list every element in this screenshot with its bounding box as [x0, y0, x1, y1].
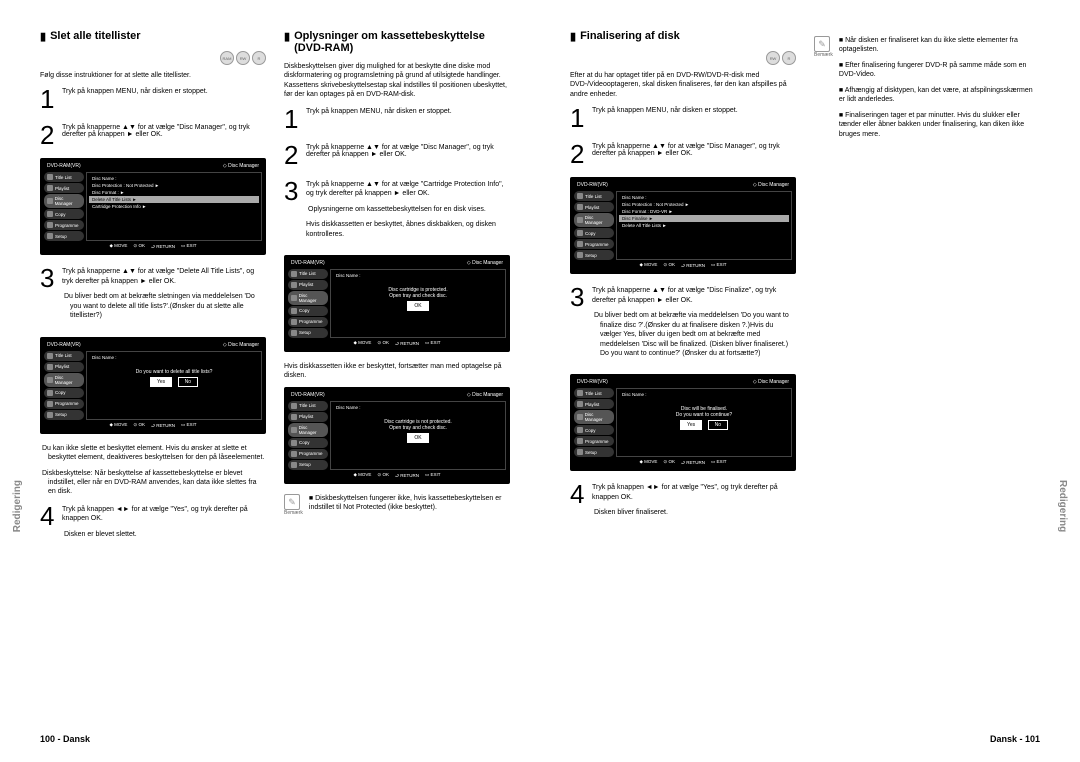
step-num: 3: [570, 284, 592, 364]
disc-icon: R: [782, 51, 796, 65]
tv-screenshot: DVD-RAM(VR)◇ Disc Manager Title List Pla…: [40, 337, 266, 434]
section-finalize: Finalisering af disk RW R Efter at du ha…: [570, 30, 796, 534]
intro: Diskbeskyttelsen giver dig mulighed for …: [284, 62, 510, 100]
bullet: Hvis diskkassetten ikke er beskyttet, fo…: [284, 362, 510, 381]
section-cartridge-protection: Oplysninger om kassettebeskyttelse (DVD-…: [284, 30, 510, 555]
step-num: 1: [40, 86, 62, 112]
step-text: Tryk på knapperne ▲▼ for at vælge "Disc …: [62, 122, 266, 148]
tv-screenshot: DVD-RAM(VR)◇ Disc Manager Title List Pla…: [284, 255, 510, 352]
step-text: Tryk på knappen ◄► for at vælge "Yes", o…: [62, 505, 266, 524]
note-text: Diskbeskyttelsen fungerer ikke, hvis kas…: [309, 494, 510, 513]
step-text: Tryk på knapperne ▲▼ for at vælge "Disc …: [592, 286, 796, 305]
disc-icons: RW R: [570, 51, 796, 65]
note: ✎Bemærk Når disken er finaliseret kan du…: [814, 36, 1040, 145]
bullet: Disken bliver finaliseret.: [592, 508, 796, 517]
page-right: Redigering Finalisering af disk RW R Eft…: [540, 0, 1080, 762]
disc-icon: RAM: [220, 51, 234, 65]
note-icon: ✎: [814, 36, 830, 52]
disc-icon: R: [252, 51, 266, 65]
step-num: 2: [284, 142, 306, 168]
step-num: 1: [284, 106, 306, 132]
tv-screenshot: DVD-RW(VR)◇ Disc Manager Title List Play…: [570, 374, 796, 471]
note: ✎Bemærk Diskbeskyttelsen fungerer ikke, …: [284, 494, 510, 519]
page-footer: 100 - Dansk: [40, 734, 90, 744]
note-icon: ✎: [284, 494, 300, 510]
side-tab: Redigering: [1057, 480, 1068, 532]
section-delete-titles: Slet alle titellister RAM RW R Følg diss…: [40, 30, 266, 555]
step-num: 4: [40, 503, 62, 545]
bullet: Du kan ikke slette et beskyttet element.…: [40, 444, 266, 463]
side-tab: Redigering: [12, 480, 23, 532]
step-num: 4: [570, 481, 592, 523]
step-text: Tryk på knapperne ▲▼ for at vælge "Delet…: [62, 267, 266, 286]
tv-screenshot: DVD-RW(VR)◇ Disc Manager Title List Play…: [570, 177, 796, 274]
note-text: Afhængig af disktypen, kan det være, at …: [839, 86, 1040, 105]
step-text: Tryk på knappen ◄► for at vælge "Yes", o…: [592, 483, 796, 502]
bullet: Du bliver bedt om at bekræfte via meddel…: [592, 311, 796, 358]
intro: Efter at du har optaget titler på en DVD…: [570, 71, 796, 99]
tv-screenshot: DVD-RAM(VR)◇ Disc Manager Title List Pla…: [284, 387, 510, 484]
disc-icons: RAM RW R: [40, 51, 266, 65]
heading: Slet alle titellister: [40, 30, 266, 43]
note-text: Når disken er finaliseret kan du ikke sl…: [839, 36, 1040, 55]
step-num: 2: [40, 122, 62, 148]
step-num: 3: [40, 265, 62, 326]
heading: Finalisering af disk: [570, 30, 796, 43]
page-footer: Dansk - 101: [990, 734, 1040, 744]
section-notes: ✎Bemærk Når disken er finaliseret kan du…: [814, 30, 1040, 534]
step-num: 2: [570, 141, 592, 167]
bullet: Oplysningerne om kassettebeskyttelsen fo…: [306, 205, 510, 214]
step-num: 3: [284, 178, 306, 245]
bullet: Hvis diskkassetten er beskyttet, åbnes d…: [306, 220, 510, 239]
disc-icon: RW: [236, 51, 250, 65]
bullet: Du bliver bedt om at bekræfte sletningen…: [62, 292, 266, 320]
heading: Oplysninger om kassettebeskyttelse (DVD-…: [284, 30, 510, 54]
bullet: Disken er blevet slettet.: [62, 530, 266, 539]
tv-screenshot: DVD-RAM(VR)◇ Disc Manager Title List Pla…: [40, 158, 266, 255]
bullet: Diskbeskyttelse: Når beskyttelse af kass…: [40, 469, 266, 497]
disc-icon: RW: [766, 51, 780, 65]
step-text: Tryk på knappen MENU, når disken er stop…: [592, 105, 796, 131]
step-text: Tryk på knapperne ▲▼ for at vælge "Disc …: [592, 141, 796, 167]
note-text: Finaliseringen tager et par minutter. Hv…: [839, 111, 1040, 139]
step-text: Tryk på knapperne ▲▼ for at vælge "Cartr…: [306, 180, 510, 199]
page-left: Redigering Slet alle titellister RAM RW …: [0, 0, 540, 762]
note-text: Efter finalisering fungerer DVD-R på sam…: [839, 61, 1040, 80]
step-num: 1: [570, 105, 592, 131]
step-text: Tryk på knappen MENU, når disken er stop…: [306, 106, 510, 132]
step-text: Tryk på knappen MENU, når disken er stop…: [62, 86, 266, 112]
intro: Følg disse instruktioner for at slette a…: [40, 71, 266, 80]
step-text: Tryk på knapperne ▲▼ for at vælge "Disc …: [306, 142, 510, 168]
